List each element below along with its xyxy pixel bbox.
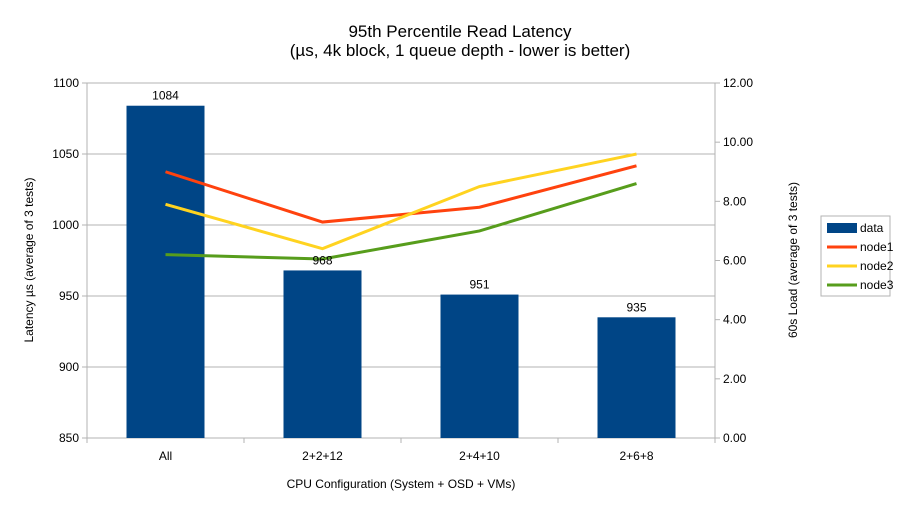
- bar: [283, 270, 362, 438]
- y2-tick-label: 12.00: [723, 76, 753, 90]
- series-line-node3: [165, 182, 637, 261]
- x-tick-label: 2+2+12: [302, 449, 343, 463]
- legend-swatch-data: [827, 223, 857, 233]
- chart-title: 95th Percentile Read Latency: [348, 22, 572, 41]
- bar: [126, 105, 205, 438]
- y2-tick-label: 0.00: [723, 431, 747, 445]
- series-line-node2: [165, 152, 637, 251]
- y-tick-label: 950: [59, 289, 79, 303]
- legend-label-node3: node3: [860, 278, 894, 292]
- bar-data-label: 1084: [152, 89, 179, 103]
- bar-data-label: 968: [312, 253, 332, 267]
- y2-axis-label: 60s Load (average of 3 tests): [786, 182, 800, 338]
- chart-subtitle: (µs, 4k block, 1 queue depth - lower is …: [290, 41, 631, 60]
- y2-tick-label: 8.00: [723, 194, 747, 208]
- x-axis-label: CPU Configuration (System + OSD + VMs): [287, 477, 516, 491]
- bar-data-label: 951: [469, 278, 489, 292]
- y-tick-label: 850: [59, 431, 79, 445]
- legend-label-data: data: [860, 221, 884, 235]
- legend-label-node1: node1: [860, 240, 894, 254]
- x-tick-label: 2+6+8: [619, 449, 653, 463]
- x-tick-label: All: [159, 449, 172, 463]
- bar: [597, 317, 676, 438]
- y2-tick-label: 4.00: [723, 313, 747, 327]
- y-tick-label: 1000: [52, 218, 79, 232]
- bar: [440, 294, 519, 438]
- x-tick-label: 2+4+10: [459, 449, 500, 463]
- y-tick-label: 900: [59, 360, 79, 374]
- y-tick-label: 1050: [52, 147, 79, 161]
- y2-tick-label: 10.00: [723, 135, 753, 149]
- bar-data-label: 935: [626, 300, 646, 314]
- y2-tick-label: 6.00: [723, 254, 747, 268]
- series-line-node1: [165, 164, 637, 224]
- y-axis-label: Latency µs (average of 3 tests): [22, 178, 36, 343]
- y2-tick-label: 2.00: [723, 372, 747, 386]
- y-tick-label: 1100: [53, 76, 79, 90]
- legend-label-node2: node2: [860, 259, 894, 273]
